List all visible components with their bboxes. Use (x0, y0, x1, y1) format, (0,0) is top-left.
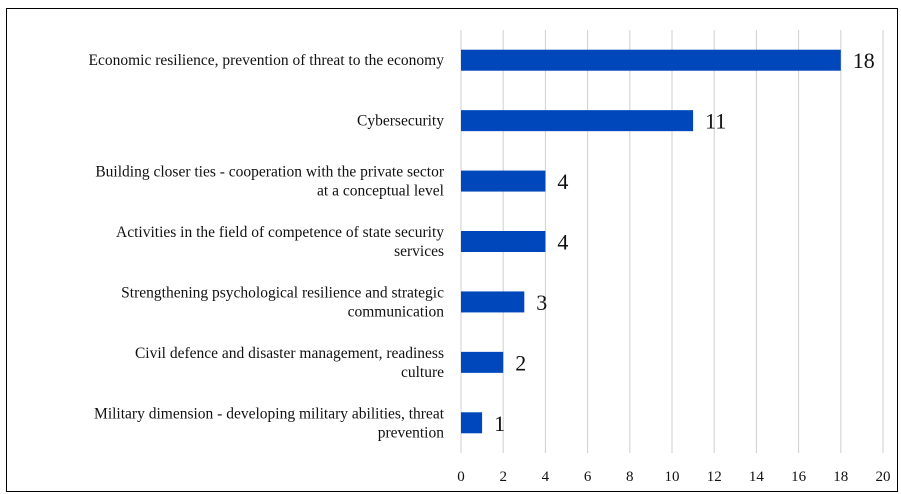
data-label-1: 11 (705, 109, 726, 134)
category-label-4-line-1: communication (348, 303, 445, 320)
category-label-3-line-1: services (394, 243, 444, 260)
category-label-4-line-0: Strengthening psychological resilience a… (121, 284, 444, 301)
category-label-4: Strengthening psychological resilience a… (121, 284, 444, 320)
x-tick-label-4: 8 (626, 469, 634, 485)
chart-frame (6, 8, 898, 492)
category-label-6-line-1: prevention (378, 424, 445, 441)
x-tick-label-10: 20 (876, 469, 891, 485)
x-tick-label-8: 16 (791, 469, 807, 485)
data-label-4: 3 (536, 290, 547, 315)
category-label-0: Economic resilience, prevention of threa… (88, 52, 444, 69)
x-tick-label-5: 10 (665, 469, 680, 485)
bar-1 (461, 110, 694, 132)
category-label-0-line-0: Economic resilience, prevention of threa… (88, 52, 444, 69)
category-label-3-line-0: Activities in the field of competence of… (116, 224, 444, 241)
category-label-6-line-0: Military dimension - developing military… (94, 405, 445, 422)
x-tick-label-1: 2 (499, 469, 507, 485)
bar-0 (461, 49, 841, 71)
x-tick-label-9: 18 (833, 469, 848, 485)
x-tick-label-3: 6 (584, 469, 592, 485)
data-label-2: 4 (557, 169, 568, 194)
x-tick-label-6: 12 (707, 469, 722, 485)
category-label-2: Building closer ties - cooperation with … (95, 164, 444, 200)
data-label-6: 1 (494, 411, 505, 436)
data-label-5: 2 (515, 350, 526, 375)
category-label-5-line-1: culture (401, 364, 444, 381)
category-label-1-line-0: Cybersecurity (357, 113, 444, 130)
category-label-2-line-0: Building closer ties - cooperation with … (95, 164, 444, 181)
category-label-3: Activities in the field of competence of… (116, 224, 444, 260)
category-label-6: Military dimension - developing military… (94, 405, 445, 441)
category-label-1: Cybersecurity (357, 113, 444, 130)
category-label-5-line-0: Civil defence and disaster management, r… (135, 345, 444, 362)
bar-2 (461, 170, 546, 192)
data-label-3: 4 (557, 230, 568, 255)
bar-3 (461, 231, 546, 252)
category-label-2-line-1: at a conceptual level (317, 183, 444, 200)
bar-5 (461, 351, 504, 373)
x-tick-label-7: 14 (749, 469, 765, 485)
category-label-5: Civil defence and disaster management, r… (135, 345, 444, 381)
data-label-0: 18 (853, 48, 875, 73)
x-tick-label-0: 0 (457, 469, 465, 485)
bar-6 (461, 412, 483, 434)
x-tick-label-2: 4 (542, 469, 550, 485)
bar-4 (461, 291, 525, 313)
